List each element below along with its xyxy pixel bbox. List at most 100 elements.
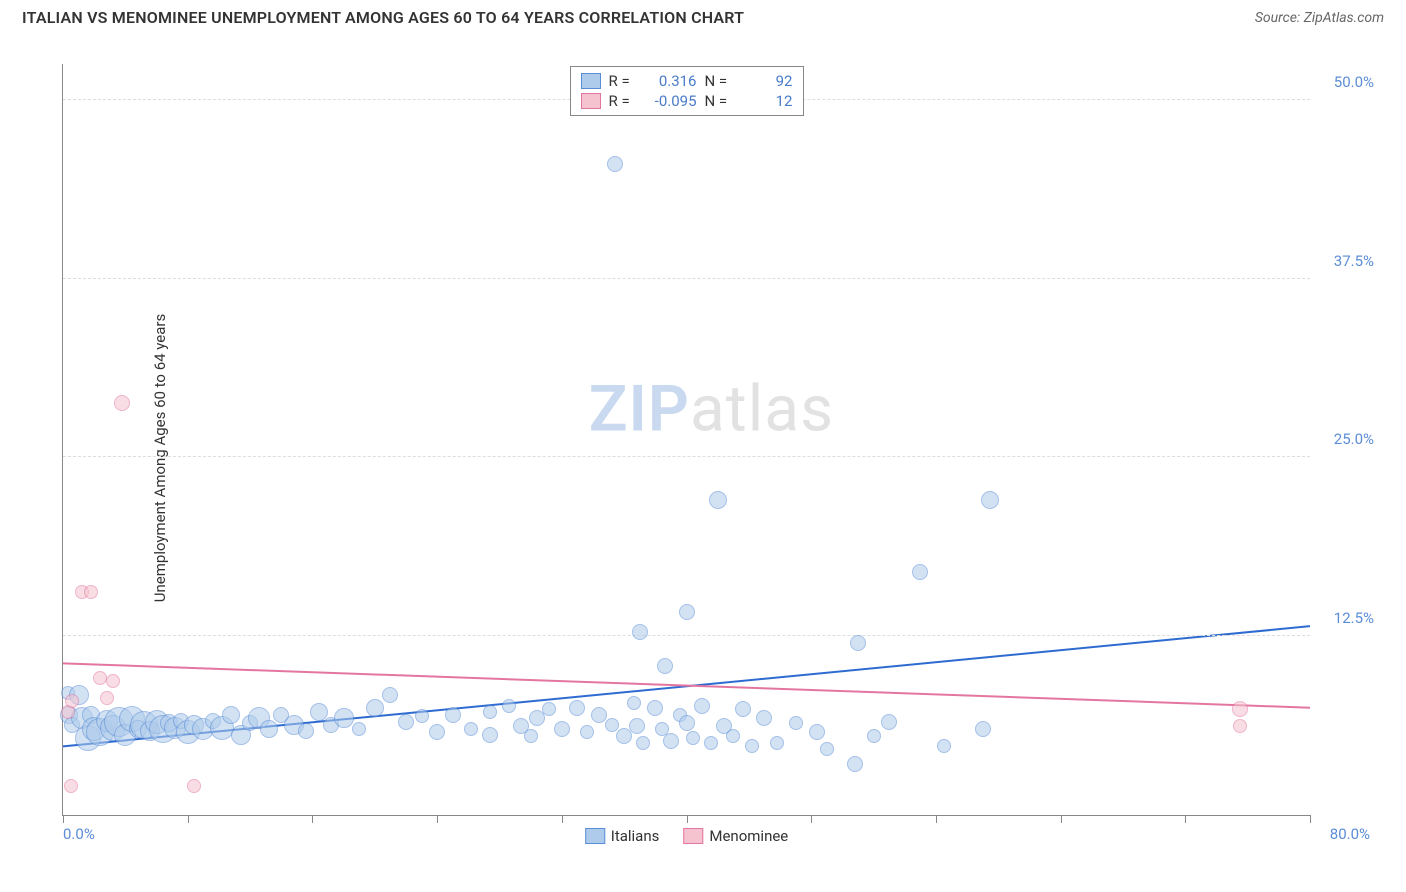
trend-lines — [63, 64, 1310, 815]
r-label: R = — [609, 72, 637, 90]
data-point — [789, 716, 803, 730]
data-point — [636, 736, 650, 750]
data-point — [657, 658, 673, 674]
data-point — [554, 721, 570, 737]
data-point — [415, 709, 429, 723]
chart-title: ITALIAN VS MENOMINEE UNEMPLOYMENT AMONG … — [22, 8, 744, 27]
data-point — [867, 729, 881, 743]
data-point — [334, 708, 354, 728]
data-point — [745, 739, 759, 753]
legend-swatch — [585, 828, 605, 844]
data-point — [569, 700, 585, 716]
data-point — [679, 604, 695, 620]
data-point — [524, 729, 538, 743]
data-point — [881, 714, 897, 730]
gridline — [63, 278, 1310, 279]
trend-line — [63, 663, 1310, 707]
data-point — [704, 736, 718, 750]
legend-swatch — [581, 93, 601, 109]
data-point — [820, 742, 834, 756]
series-legend: Italians Menominee — [585, 827, 789, 845]
legend-label: Italians — [611, 827, 660, 845]
data-point — [398, 714, 414, 730]
correlation-legend: R =0.316N =92R =-0.095N =12 — [570, 66, 804, 116]
r-label: R = — [609, 92, 637, 110]
gridline — [63, 456, 1310, 457]
data-point — [114, 395, 130, 411]
data-point — [726, 729, 740, 743]
data-point — [187, 779, 201, 793]
data-point — [627, 696, 641, 710]
data-point — [366, 699, 384, 717]
x-tick — [687, 815, 688, 823]
data-point — [580, 725, 594, 739]
data-point — [647, 700, 663, 716]
watermark: ZIPatlas — [589, 372, 834, 447]
x-tick — [1310, 815, 1311, 823]
data-point — [483, 705, 497, 719]
data-point — [850, 635, 866, 651]
data-point — [482, 727, 498, 743]
legend-item: Italians — [585, 827, 660, 845]
legend-row: R = 0.316 N = 92 — [581, 71, 793, 91]
n-label: N = — [705, 92, 733, 110]
data-point — [937, 739, 951, 753]
gridline — [63, 635, 1310, 636]
data-point — [382, 687, 398, 703]
y-tick-label: 12.5% — [1334, 609, 1374, 627]
data-point — [502, 699, 516, 713]
data-point — [100, 691, 114, 705]
data-point — [809, 724, 825, 740]
data-point — [709, 491, 727, 509]
y-tick-label: 37.5% — [1334, 252, 1374, 270]
legend-swatch — [581, 73, 601, 89]
data-point — [260, 720, 278, 738]
data-point — [298, 723, 314, 739]
data-point — [735, 701, 751, 717]
y-tick-label: 25.0% — [1334, 430, 1374, 448]
data-point — [464, 722, 478, 736]
legend-swatch — [683, 828, 703, 844]
data-point — [607, 156, 623, 172]
data-point — [106, 674, 120, 688]
data-point — [65, 694, 79, 708]
watermark-bold: ZIP — [589, 372, 690, 447]
plot-area: ZIPatlas R =0.316N =92R =-0.095N =12 0.0… — [62, 64, 1310, 816]
x-tick — [562, 815, 563, 823]
x-tick — [437, 815, 438, 823]
data-point — [686, 731, 700, 745]
x-tick — [188, 815, 189, 823]
data-point — [975, 721, 991, 737]
x-axis-max-label: 80.0% — [1330, 825, 1370, 843]
r-value: 0.316 — [645, 72, 697, 90]
data-point — [542, 702, 556, 716]
watermark-light: atlas — [690, 372, 834, 447]
chart-container: Unemployment Among Ages 60 to 64 years Z… — [22, 44, 1384, 872]
data-point — [605, 718, 619, 732]
data-point — [981, 491, 999, 509]
data-point — [694, 698, 710, 714]
data-point — [770, 736, 784, 750]
data-point — [1233, 719, 1247, 733]
data-point — [222, 706, 240, 724]
x-tick — [1061, 815, 1062, 823]
data-point — [847, 756, 863, 772]
legend-label: Menominee — [709, 827, 788, 845]
data-point — [84, 585, 98, 599]
data-point — [64, 779, 78, 793]
r-value: -0.095 — [645, 92, 697, 110]
data-point — [1232, 701, 1248, 717]
data-point — [632, 624, 648, 640]
legend-item: Menominee — [683, 827, 788, 845]
legend-row: R =-0.095N =12 — [581, 91, 793, 111]
n-value: 92 — [741, 72, 793, 90]
x-tick — [312, 815, 313, 823]
data-point — [429, 724, 445, 740]
x-tick — [811, 815, 812, 823]
n-label: N = — [705, 72, 733, 90]
data-point — [629, 718, 645, 734]
data-point — [912, 564, 928, 580]
y-tick-label: 50.0% — [1334, 73, 1374, 91]
data-point — [445, 707, 461, 723]
data-point — [679, 715, 695, 731]
